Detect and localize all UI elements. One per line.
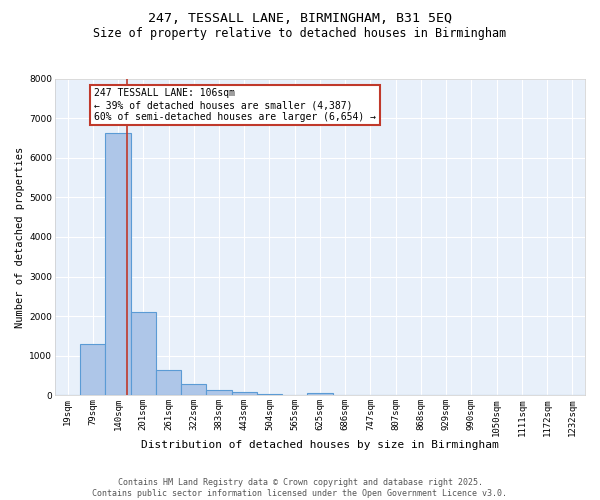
Text: 247 TESSALL LANE: 106sqm
← 39% of detached houses are smaller (4,387)
60% of sem: 247 TESSALL LANE: 106sqm ← 39% of detach… — [94, 88, 376, 122]
Bar — [206, 390, 232, 396]
Y-axis label: Number of detached properties: Number of detached properties — [15, 146, 25, 328]
Text: 247, TESSALL LANE, BIRMINGHAM, B31 5EQ: 247, TESSALL LANE, BIRMINGHAM, B31 5EQ — [148, 12, 452, 26]
Text: Size of property relative to detached houses in Birmingham: Size of property relative to detached ho… — [94, 28, 506, 40]
Bar — [156, 370, 181, 396]
Bar — [232, 392, 257, 396]
Bar — [106, 133, 131, 396]
Text: Contains HM Land Registry data © Crown copyright and database right 2025.
Contai: Contains HM Land Registry data © Crown c… — [92, 478, 508, 498]
Bar — [257, 394, 282, 396]
Bar — [80, 344, 106, 396]
Bar — [131, 312, 156, 396]
Bar — [307, 394, 332, 396]
Bar — [181, 384, 206, 396]
X-axis label: Distribution of detached houses by size in Birmingham: Distribution of detached houses by size … — [141, 440, 499, 450]
